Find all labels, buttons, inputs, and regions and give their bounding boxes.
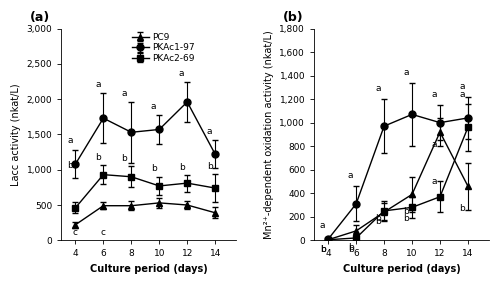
Text: b: b	[178, 163, 184, 172]
Text: (b): (b)	[283, 11, 304, 24]
Text: b: b	[320, 245, 326, 255]
Text: a: a	[460, 90, 465, 99]
Text: (a): (a)	[30, 11, 50, 24]
Text: a: a	[460, 82, 465, 91]
Legend: PC9, PKAc1-97, PKAc2-69: PC9, PKAc1-97, PKAc2-69	[132, 33, 195, 63]
Text: a: a	[432, 177, 437, 186]
Text: b: b	[128, 204, 134, 213]
Text: b: b	[184, 203, 190, 212]
Text: b: b	[206, 162, 212, 171]
Text: c: c	[101, 228, 106, 237]
Text: b: b	[156, 202, 162, 211]
X-axis label: Culture period (days): Culture period (days)	[342, 264, 460, 274]
Text: a: a	[207, 127, 212, 136]
Text: a: a	[95, 80, 100, 89]
Text: a: a	[67, 136, 72, 145]
Text: a: a	[376, 84, 381, 93]
Text: a: a	[404, 68, 409, 77]
Text: c: c	[73, 228, 78, 237]
Text: b: b	[67, 161, 72, 170]
Text: b: b	[404, 214, 409, 223]
Text: b: b	[376, 214, 382, 223]
Text: b: b	[376, 217, 382, 226]
Text: a: a	[179, 69, 184, 78]
Text: a: a	[348, 171, 354, 180]
Text: b: b	[320, 245, 326, 255]
Text: b: b	[404, 207, 409, 215]
X-axis label: Culture period (days): Culture period (days)	[90, 264, 208, 274]
Text: b: b	[95, 153, 100, 162]
Text: b: b	[348, 243, 354, 252]
Text: a: a	[320, 221, 326, 230]
Text: b: b	[122, 154, 127, 163]
Text: a: a	[122, 89, 127, 98]
Y-axis label: Mn²⁺-dependent oxidation activity (nkat/L): Mn²⁺-dependent oxidation activity (nkat/…	[264, 30, 274, 239]
Text: c: c	[212, 212, 218, 221]
Text: b: b	[348, 245, 354, 255]
Text: b: b	[460, 204, 465, 213]
Text: a: a	[432, 90, 437, 99]
Y-axis label: Lacc activity (nkat/L): Lacc activity (nkat/L)	[11, 83, 21, 186]
Text: a: a	[151, 102, 156, 111]
Text: a: a	[432, 140, 437, 148]
Text: b: b	[151, 164, 156, 172]
